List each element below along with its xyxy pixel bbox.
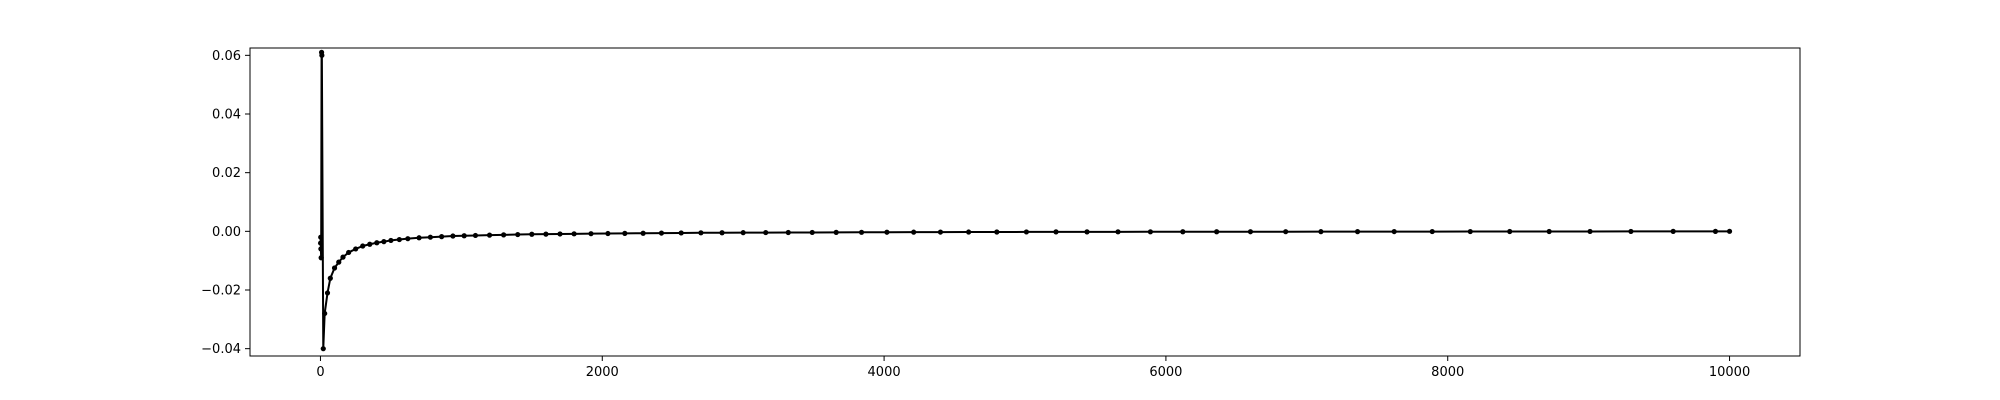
data-point: [439, 234, 445, 240]
data-point: [336, 259, 342, 265]
data-point: [884, 229, 890, 235]
data-point: [1247, 229, 1254, 235]
data-point: [622, 230, 628, 236]
data-point: [911, 229, 917, 235]
data-point: [320, 346, 326, 352]
data-point: [367, 241, 373, 247]
data-point: [1546, 228, 1552, 235]
data-point: [605, 230, 611, 237]
data-point: [322, 310, 328, 317]
data-point: [740, 230, 746, 236]
data-point: [1115, 229, 1121, 235]
data-point: [937, 229, 944, 235]
x-tick-label: 0: [316, 365, 324, 380]
data-point: [1670, 228, 1676, 234]
data-point: [529, 231, 535, 237]
data-point: [472, 232, 479, 239]
data-point: [1628, 228, 1634, 235]
data-point: [719, 230, 725, 236]
x-tick-label: 10000: [1709, 365, 1750, 380]
x-tick-label: 2000: [586, 365, 619, 380]
data-point: [1429, 228, 1435, 235]
series-layer: [317, 49, 1733, 352]
x-tick-label: 8000: [1431, 365, 1464, 380]
data-point: [678, 230, 684, 236]
data-point: [331, 265, 338, 271]
data-point: [327, 275, 333, 281]
data-point: [486, 232, 493, 238]
data-point: [501, 232, 507, 238]
data-point: [346, 249, 352, 256]
data-point: [1214, 229, 1220, 235]
y-tick-label: 0.04: [212, 108, 241, 123]
data-point: [450, 233, 456, 239]
data-point: [405, 236, 411, 242]
x-axis-ticks: 0 2000 4000 6000 8000 10000: [316, 356, 1750, 380]
data-point: [809, 229, 815, 236]
data-point: [353, 246, 359, 252]
data-point: [388, 237, 394, 244]
data-point: [1318, 229, 1324, 235]
axes-frame: [249, 47, 1801, 357]
data-point: [858, 229, 865, 235]
data-point: [588, 231, 594, 237]
data-point: [1180, 229, 1186, 235]
x-tick-label: 6000: [1149, 365, 1182, 380]
data-point: [318, 234, 324, 240]
y-axis-ticks: −0.04 −0.02 0.00 0.02 0.04 0.06: [201, 49, 250, 357]
data-point: [1354, 229, 1361, 235]
data-point: [785, 229, 791, 236]
y-tick-label: 0.00: [212, 225, 241, 240]
y-tick-label: −0.02: [201, 284, 241, 299]
data-point: [1053, 229, 1059, 235]
data-point: [640, 230, 646, 236]
data-point: [994, 229, 1000, 235]
data-point: [1023, 229, 1030, 235]
data-point: [543, 231, 549, 237]
data-point: [1507, 228, 1513, 235]
data-point: [571, 231, 577, 237]
data-point: [698, 230, 704, 236]
data-point: [374, 240, 380, 246]
data-point: [396, 236, 402, 243]
data-point: [319, 52, 325, 58]
data-point: [966, 229, 972, 235]
data-point: [515, 231, 521, 238]
data-point: [427, 234, 433, 240]
data-point: [763, 229, 769, 236]
data-point: [317, 240, 324, 246]
data-point: [1391, 228, 1397, 235]
data-point: [1467, 228, 1473, 235]
data-point: [1726, 228, 1733, 234]
data-point: [324, 290, 331, 296]
data-point: [1084, 229, 1090, 235]
data-point: [381, 239, 387, 245]
data-point: [1712, 228, 1719, 234]
data-point: [360, 243, 366, 249]
data-point: [416, 235, 422, 241]
data-point: [658, 230, 665, 236]
y-tick-label: 0.06: [212, 49, 241, 64]
y-tick-label: 0.02: [212, 166, 241, 181]
data-point: [340, 254, 346, 260]
data-point: [1147, 229, 1154, 235]
data-point: [318, 255, 324, 261]
x-tick-label: 4000: [868, 365, 901, 380]
data-point: [1283, 229, 1289, 235]
data-point: [1587, 228, 1593, 235]
data-point: [557, 231, 563, 237]
y-tick-label: −0.04: [201, 342, 241, 357]
data-point: [461, 233, 467, 239]
data-point: [833, 229, 839, 235]
data-point: [318, 246, 324, 252]
